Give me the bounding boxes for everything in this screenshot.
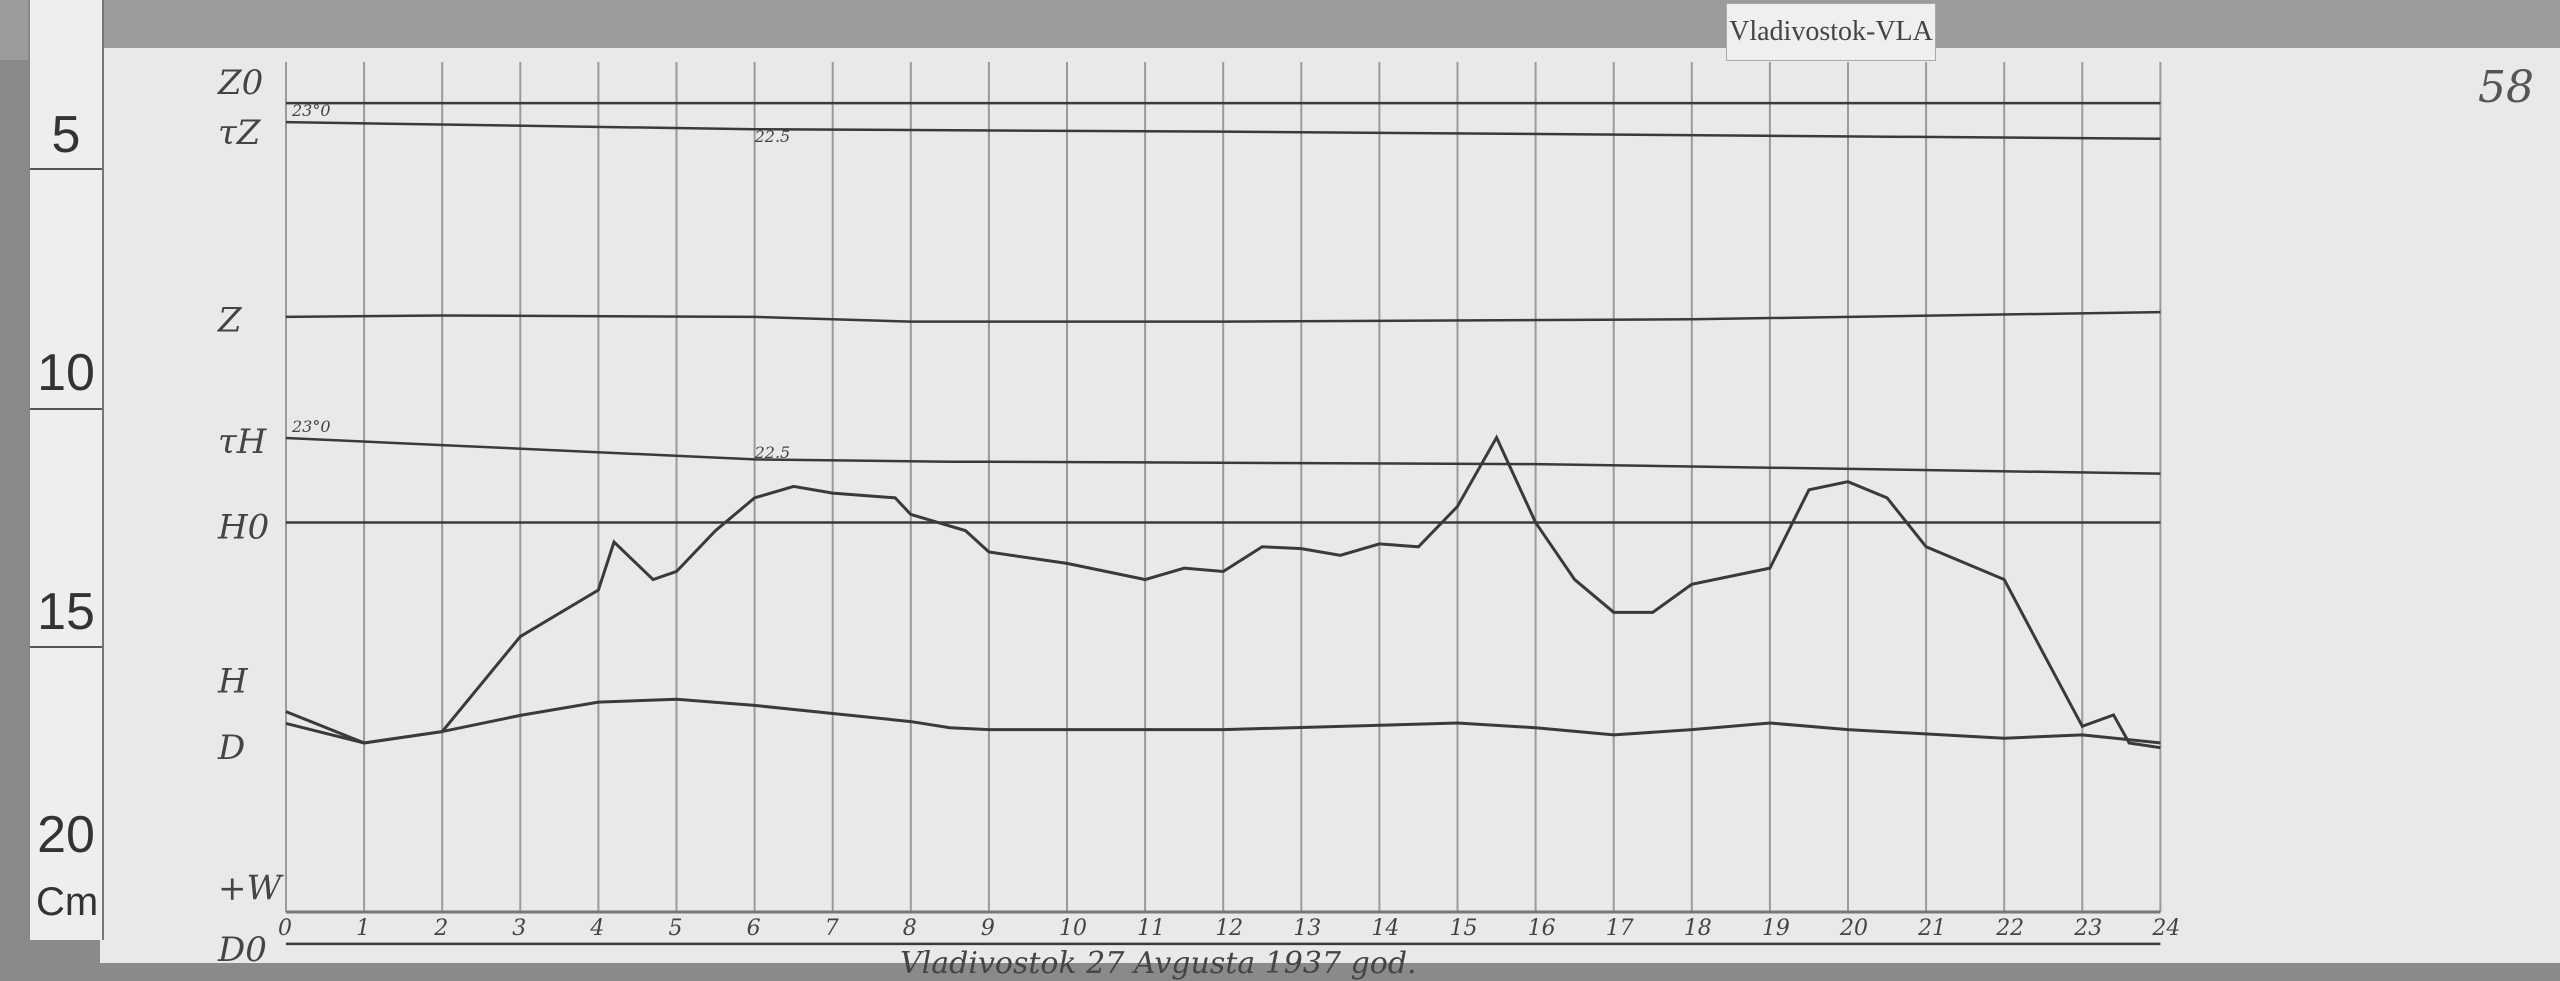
hour-tick-label: 11 [1137, 916, 1165, 941]
hour-tick-label: 8 [903, 916, 917, 941]
trace-label: Z0 [217, 63, 263, 103]
hour-tick-label: 10 [1059, 916, 1087, 941]
hour-tick-label: 2 [433, 916, 448, 941]
magnetogram-sheet [100, 48, 2560, 963]
hour-tick-label: 21 [1917, 916, 1946, 941]
trace-τZ [285, 120, 2161, 140]
hour-tick-label: 24 [2151, 916, 2180, 941]
ruler-line [30, 408, 102, 410]
sheet-number: 58 [2478, 62, 2534, 113]
hour-tick-label: 13 [1293, 916, 1321, 941]
ruler-mark-10: 10 [37, 344, 95, 402]
trace-D [285, 697, 2161, 745]
hour-tick-label: 1 [356, 916, 370, 941]
trace-label: +W [218, 868, 284, 908]
temperature-mark: 23°0 [291, 101, 331, 120]
hour-tick-label: 0 [278, 916, 292, 941]
trace-label: D [217, 728, 245, 768]
trace-label: Z [217, 301, 243, 341]
hour-tick-label: 22 [1995, 916, 2024, 941]
hour-tick-label: 16 [1528, 916, 1556, 941]
trace-H [285, 434, 2161, 750]
ruler-mark-5: 5 [51, 106, 81, 164]
cm-ruler: 5 10 15 20 Cm [28, 0, 104, 940]
hour-tick-label: 23 [2073, 916, 2102, 941]
hour-tick-label: 20 [1839, 916, 1868, 941]
hour-tick-label: 19 [1762, 916, 1790, 941]
hour-tick-label: 6 [747, 916, 761, 941]
hour-tick-label: 12 [1215, 916, 1243, 941]
trace-label: H0 [217, 507, 269, 547]
hour-tick-label: 4 [589, 916, 604, 941]
hour-tick-label: 9 [981, 916, 995, 941]
trace-label: D0 [217, 930, 267, 970]
hour-tick-label: 5 [669, 916, 683, 941]
trace-Z [285, 310, 2161, 323]
hour-tick-label: 7 [825, 916, 839, 941]
temperature-mark: 23°0 [291, 417, 331, 436]
hour-tick-label: 15 [1450, 916, 1478, 941]
hour-tick-label: 18 [1684, 916, 1712, 941]
footer-note: Vladivostok 27 Avgusta 1937 god. [900, 946, 1417, 981]
ruler-mark-15: 15 [37, 583, 95, 641]
station-label: Vladivostok-VLA [1726, 3, 1936, 61]
ruler-line [30, 646, 102, 648]
trace-τH [285, 436, 2161, 475]
trace-label: τH [218, 422, 268, 462]
ruler-line [30, 168, 102, 170]
ruler-mark-20: 20 [37, 806, 95, 864]
ruler-unit: Cm [36, 880, 99, 924]
hour-tick-label: 14 [1371, 916, 1399, 941]
trace-label: H [217, 662, 249, 702]
trace-label: τZ [218, 113, 262, 153]
hour-tick-label: 3 [512, 916, 526, 941]
temperature-mark: 22.5 [754, 443, 791, 462]
temperature-mark: 22.5 [754, 127, 791, 146]
hour-tick-label: 17 [1606, 916, 1634, 941]
